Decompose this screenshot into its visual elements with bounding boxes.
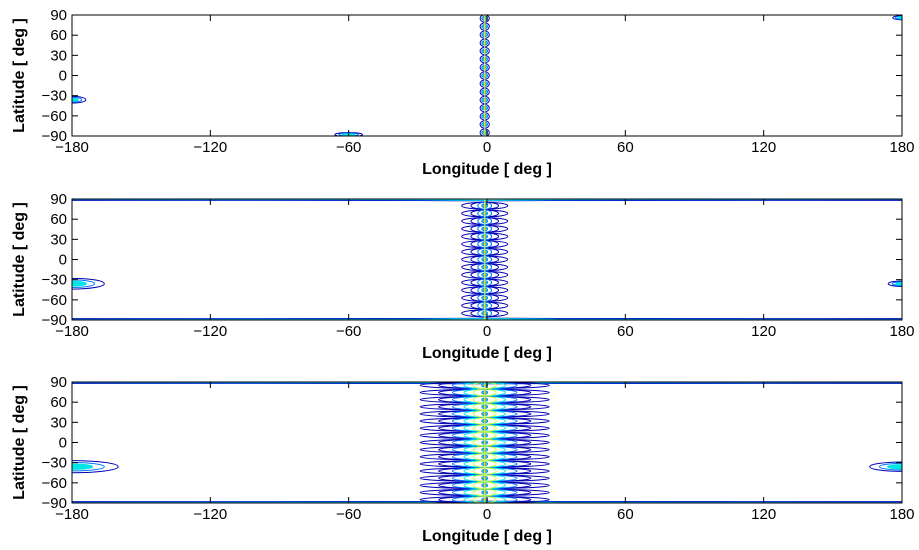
x-tick-label: −60 (336, 139, 361, 156)
y-tick-label: −90 (42, 128, 67, 145)
subplot-top: −180 −120 −60 0 60 120 180 90 60 30 0 −30 −60 −90 Lo… (11, 7, 915, 178)
y-tick-label: 90 (50, 7, 67, 24)
x-tick-label: 0 (483, 506, 491, 523)
x-tick-label: 0 (483, 323, 491, 340)
x-tick-label: −120 (193, 323, 227, 340)
x-axis-label-middle: Longitude [ deg ] (422, 345, 552, 362)
x-axis-label-bottom: Longitude [ deg ] (422, 528, 552, 545)
edge-contour (72, 460, 119, 474)
y-tick-label: 90 (50, 191, 67, 208)
x-tick-label: 120 (751, 323, 776, 340)
x-tick-label: 120 (751, 506, 776, 523)
edge-contour (72, 279, 96, 288)
contour-marks-middle (72, 199, 902, 320)
y-tick-label: −30 (42, 455, 67, 472)
x-tick-label: −120 (193, 139, 227, 156)
y-tick-label: −30 (42, 272, 67, 289)
edge-contour (72, 96, 83, 103)
edge-contour (878, 462, 902, 471)
x-tick-label: 120 (751, 139, 776, 156)
x-ticks-middle: −180 −120 −60 0 60 120 180 (55, 199, 915, 340)
x-tick-label: −120 (193, 506, 227, 523)
y-tick-label: 0 (59, 68, 67, 85)
contour-marks-top (72, 15, 902, 136)
y-axis-label-middle: Latitude [ deg ] (11, 202, 28, 317)
edge-contour (72, 280, 88, 287)
edge-contour (895, 281, 902, 286)
x-tick-label: 180 (889, 139, 914, 156)
y-tick-label: 30 (50, 414, 67, 431)
contour-marks-bottom (72, 382, 902, 503)
x-axis-label-top: Longitude [ deg ] (422, 161, 552, 178)
y-tick-label: −60 (42, 475, 67, 492)
y-ticks-bottom: 90 60 30 0 −30 −60 −90 (42, 374, 902, 512)
x-tick-label: 60 (617, 323, 634, 340)
x-tick-label: −180 (55, 323, 89, 340)
x-tick-label: 180 (889, 323, 914, 340)
x-tick-label: 60 (617, 139, 634, 156)
edge-contour (72, 461, 105, 472)
subplot-middle: −180 −120 −60 0 60 120 180 90 60 30 0 −30 −60 −90 Lo… (11, 191, 915, 362)
y-tick-label: 0 (59, 252, 67, 269)
x-tick-label: 0 (483, 139, 491, 156)
y-tick-label: −90 (42, 312, 67, 329)
x-ticks-bottom: −180 −120 −60 0 60 120 180 (55, 382, 915, 523)
x-tick-label: −60 (336, 323, 361, 340)
y-tick-label: 30 (50, 231, 67, 248)
x-tick-label: 180 (889, 506, 914, 523)
y-tick-label: 60 (50, 27, 67, 44)
y-ticks-top: 90 60 30 0 −30 −60 −90 (42, 7, 902, 145)
edge-contour (887, 280, 902, 287)
y-tick-label: 90 (50, 374, 67, 391)
x-tick-label: −180 (55, 139, 89, 156)
subplot-bottom: −180 −120 −60 0 60 120 180 90 60 30 0 −30 −60 −90 Lo… (11, 374, 915, 545)
y-tick-label: −30 (42, 88, 67, 105)
y-tick-label: −60 (42, 292, 67, 309)
y-tick-label: 30 (50, 47, 67, 64)
y-tick-label: −90 (42, 495, 67, 512)
y-axis-label-top: Latitude [ deg ] (11, 18, 28, 133)
y-tick-label: 0 (59, 435, 67, 452)
y-tick-label: 60 (50, 394, 67, 411)
y-tick-label: −60 (42, 108, 67, 125)
x-tick-label: 60 (617, 506, 634, 523)
edge-contour (869, 461, 902, 472)
edge-contour (72, 463, 94, 470)
x-tick-label: −60 (336, 506, 361, 523)
x-ticks-top: −180 −120 −60 0 60 120 180 (55, 15, 915, 156)
edge-contour (72, 277, 105, 290)
y-axis-label-bottom: Latitude [ deg ] (11, 385, 28, 500)
y-tick-label: 60 (50, 211, 67, 228)
x-tick-label: −180 (55, 506, 89, 523)
y-ticks-middle: 90 60 30 0 −30 −60 −90 (42, 191, 902, 329)
